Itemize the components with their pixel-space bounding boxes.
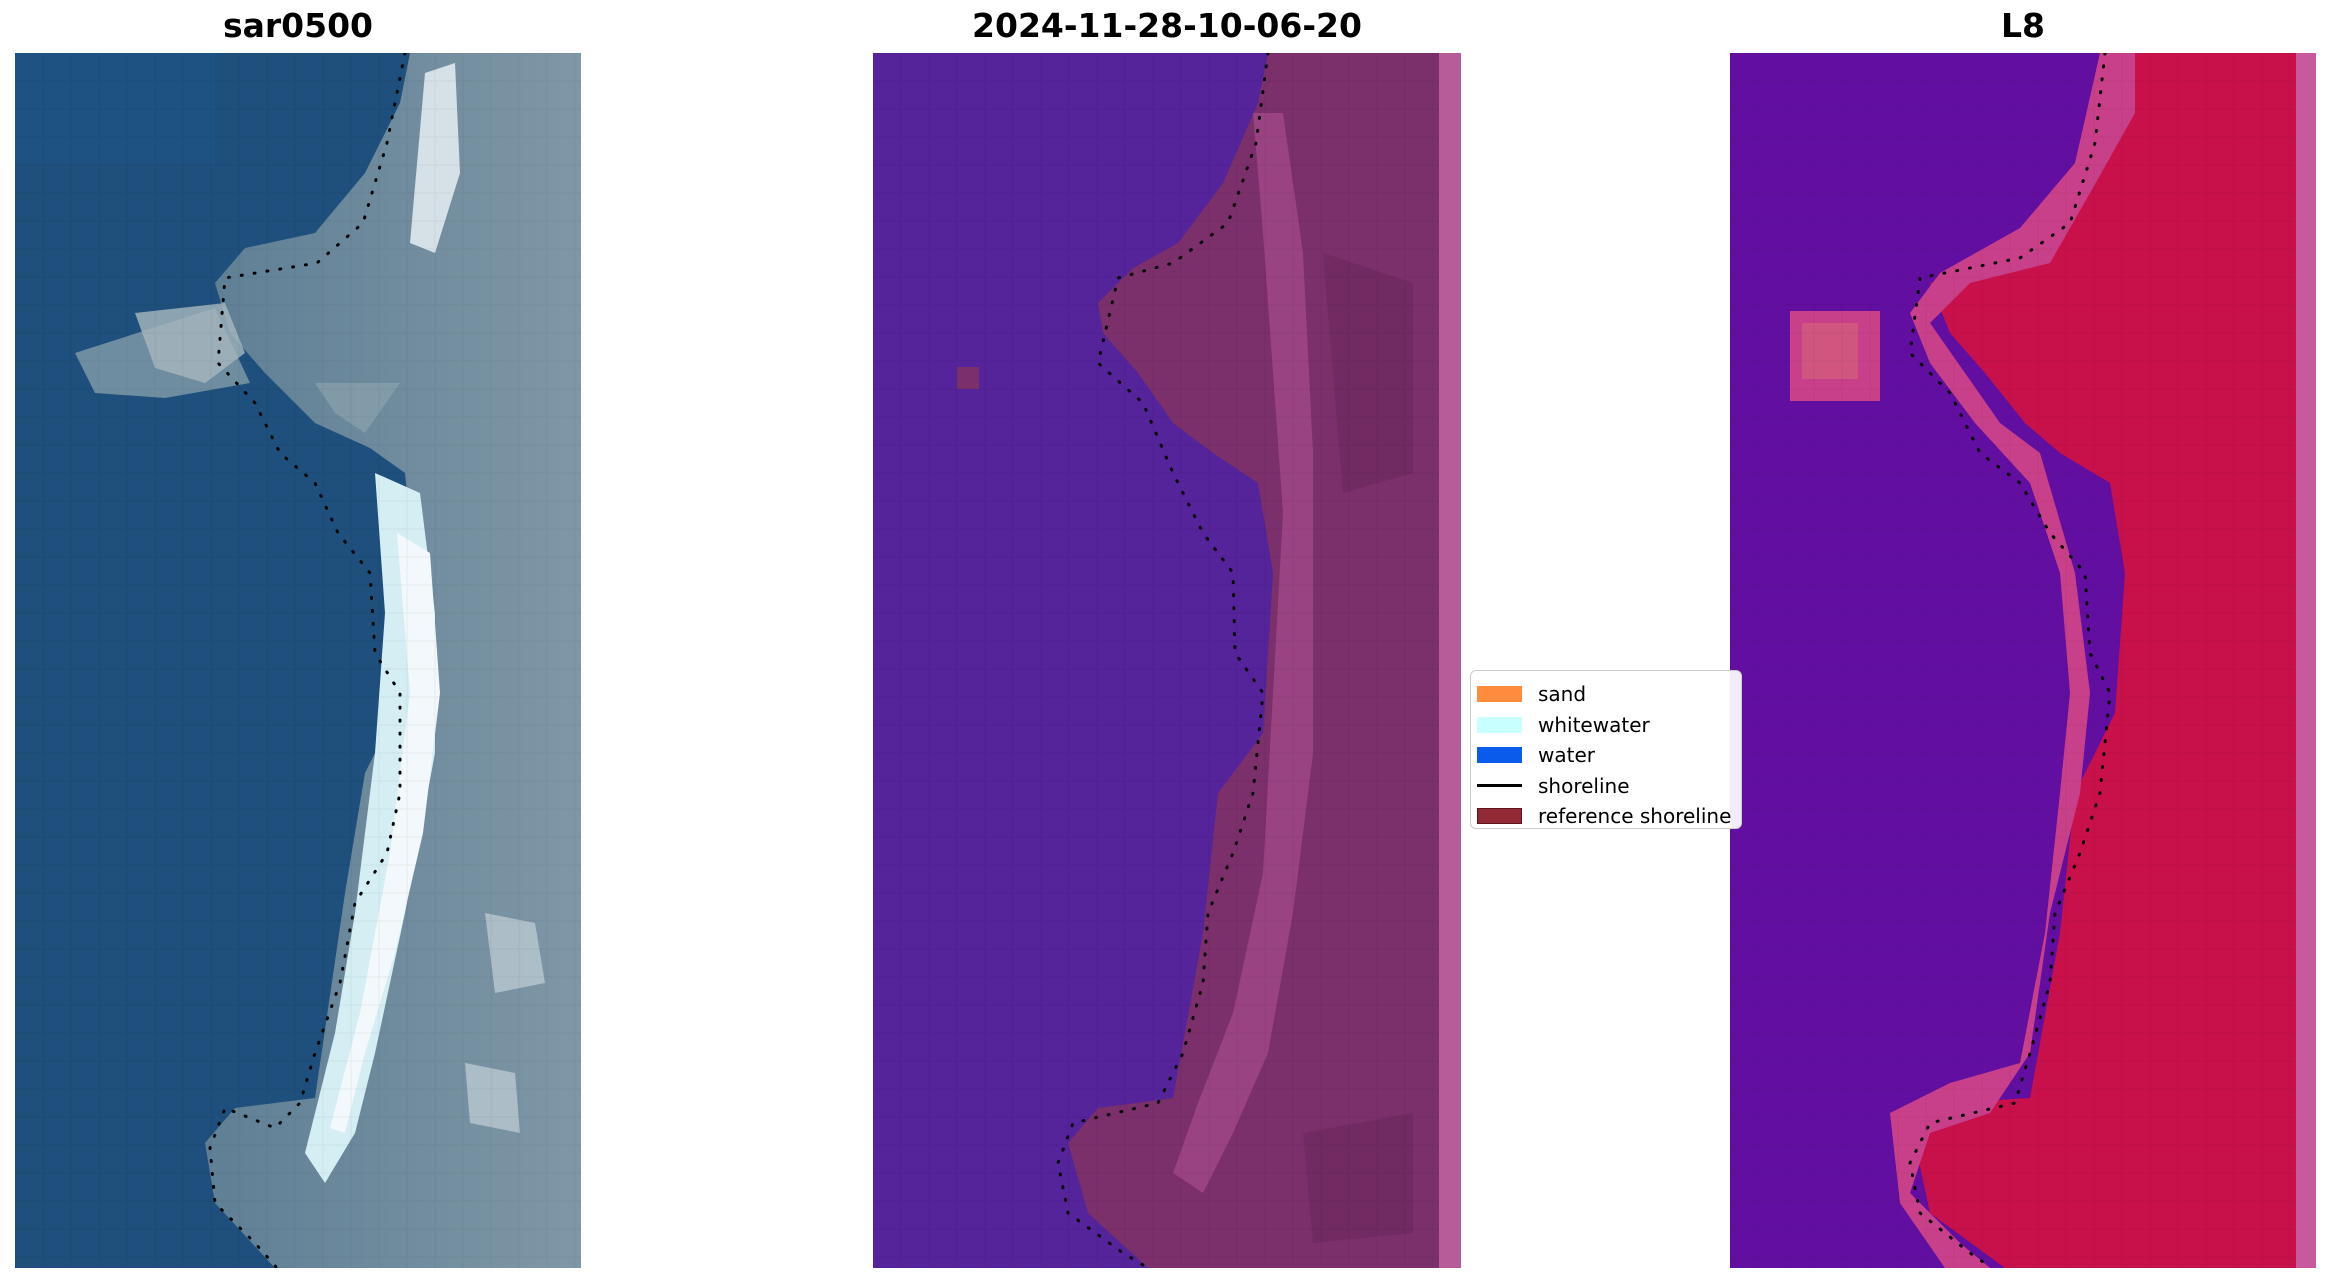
sand-swatch — [1477, 686, 1522, 703]
legend-label-sand: sand — [1538, 682, 1587, 707]
legend-label-water: water — [1538, 743, 1595, 768]
panel-title-classification: 2024-11-28-10-06-20 — [972, 6, 1362, 45]
whitewater-swatch — [1477, 716, 1522, 733]
water-swatch — [1477, 747, 1522, 764]
shoreline-line-icon — [1477, 784, 1522, 788]
classification-image — [873, 53, 1461, 1268]
reference-shoreline-swatch — [1477, 808, 1522, 825]
panel-title-index: L8 — [2001, 6, 2045, 45]
legend-label-reference-shoreline: reference shoreline — [1538, 804, 1732, 829]
legend-item-whitewater: whitewater — [1477, 710, 1741, 741]
index-edge-strip — [2296, 53, 2316, 1268]
index-image — [1730, 53, 2316, 1268]
legend: sand whitewater water shoreline referenc… — [1470, 670, 1742, 829]
legend-item-sand: sand — [1477, 679, 1741, 710]
classified-shoreline-dots — [1056, 53, 1270, 1268]
panel-title-rgb: sar0500 — [222, 6, 374, 45]
legend-item-reference-shoreline: reference shoreline — [1477, 801, 1741, 832]
legend-item-shoreline: shoreline — [1477, 771, 1741, 802]
rgb-shoreline-dots — [208, 53, 407, 1268]
classified-edge-strip — [1439, 53, 1461, 1268]
legend-label-shoreline: shoreline — [1538, 773, 1630, 798]
legend-label-whitewater: whitewater — [1538, 712, 1650, 737]
legend-item-water: water — [1477, 740, 1741, 771]
rgb-satellite-image — [15, 53, 581, 1268]
